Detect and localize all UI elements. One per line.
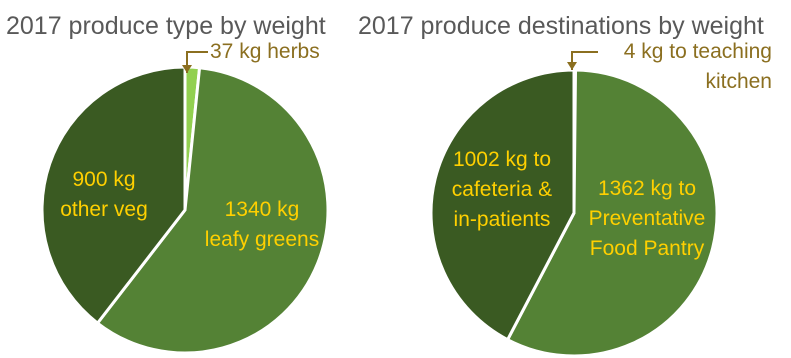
- slice-label-line: 37 kg herbs: [210, 40, 320, 63]
- slice-label-0-0: 37 kg herbs: [210, 40, 320, 63]
- slice-label-line: Food Pantry: [590, 237, 705, 260]
- slice-label-line: leafy greens: [205, 228, 319, 251]
- slice-label-1-1: 1362 kg to Preventative Food Pantry: [589, 177, 706, 260]
- slice-label-1-2: 1002 kg to cafeteria & in-patients: [452, 148, 552, 231]
- slice-label-line: 4 kg to teaching: [624, 40, 772, 63]
- leader-arrow-1-0: [567, 62, 577, 70]
- pie-slices: [40, 65, 330, 355]
- slice-label-line: 900 kg: [72, 168, 135, 191]
- produce-type-pie: 2017 produce type by weight 37 kg herbs 1…: [6, 12, 330, 355]
- slice-label-line: in-patients: [454, 208, 551, 231]
- slice-label-1-0: 4 kg to teaching kitchen: [624, 40, 772, 93]
- pie-slice-0-1: [96, 66, 330, 355]
- produce-destinations-pie: 2017 produce destinations by weight 4 kg…: [358, 12, 772, 358]
- slice-label-line: 1362 kg to: [598, 177, 696, 200]
- chart-title-produce-destinations: 2017 produce destinations by weight: [358, 12, 764, 40]
- leader-line-1-0: [571, 51, 598, 70]
- pie-slice-1-1: [506, 68, 719, 358]
- slice-label-line: kitchen: [705, 70, 772, 93]
- slice-label-0-2: 900 kg other veg: [60, 168, 148, 221]
- chart-title-produce-type: 2017 produce type by weight: [6, 12, 326, 40]
- slice-label-line: 1002 kg to: [453, 148, 551, 171]
- slice-label-line: other veg: [60, 198, 148, 221]
- leader-arrow-0-0: [182, 65, 192, 73]
- pie-slices: [429, 68, 719, 358]
- slice-label-0-1: 1340 kg leafy greens: [205, 198, 319, 251]
- pie-slice-1-2: [429, 68, 576, 342]
- slice-label-line: cafeteria &: [452, 178, 552, 201]
- slice-label-line: Preventative: [589, 207, 706, 230]
- pie-slice-0-2: [40, 65, 187, 325]
- slice-label-line: 1340 kg: [225, 198, 300, 221]
